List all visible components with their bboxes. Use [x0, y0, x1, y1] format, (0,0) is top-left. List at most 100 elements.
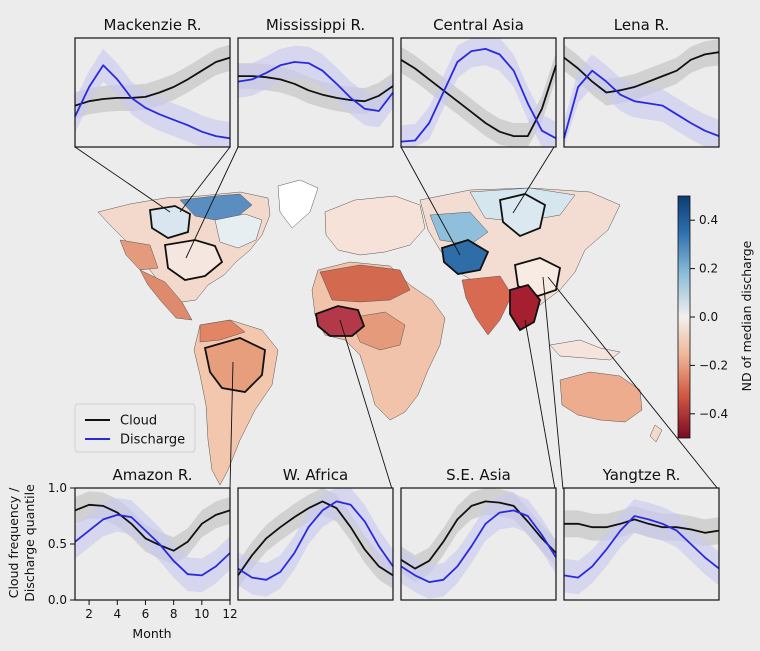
y-axis-label-line2: Discharge quantile: [22, 484, 37, 602]
discharge-uncertainty-band: [238, 488, 393, 597]
discharge-series-line: [563, 69, 720, 139]
panel-yangtze-r: Yangtze R.: [563, 466, 720, 601]
panel-title: Mississippi R.: [266, 16, 365, 34]
connector-lines: [74, 146, 719, 490]
connector-mississippi: [185, 146, 239, 259]
panel-frame: [400, 37, 557, 148]
x-tick-label: 4: [113, 607, 121, 621]
colorbar-tick-label: −0.2: [699, 358, 728, 372]
panel-title: W. Africa: [283, 466, 348, 484]
south-america-north-region: [199, 319, 246, 343]
panel-lena-r: Lena R.: [563, 16, 720, 148]
new-zealand-landmass: [649, 424, 663, 443]
connector-mackenzie-left: [74, 146, 171, 213]
x-tick-label: 2: [85, 607, 93, 621]
mexico-region: [139, 269, 193, 321]
indonesia-islands: [549, 339, 621, 361]
discharge-uncertainty-band: [75, 48, 230, 147]
connector-yangtze-left: [542, 276, 564, 490]
amazon-basin-outline: [203, 337, 266, 393]
panel-title: Yangtze R.: [602, 466, 681, 484]
discharge-uncertainty-band: [401, 38, 556, 147]
panel-frame: [563, 487, 720, 601]
central-asia-basin-outline: [441, 239, 490, 275]
panel-title: Central Asia: [433, 16, 524, 34]
x-tick-label: 8: [170, 607, 178, 621]
legend-cloud-label: Cloud: [120, 414, 157, 429]
y-tick-label: 0.0: [48, 593, 67, 607]
cloud-series-line: [74, 503, 231, 552]
connector-central-asia: [400, 146, 461, 256]
canada-high-discharge-region: [179, 193, 253, 221]
cloud-series-line: [400, 59, 557, 138]
cloud-series-line: [237, 500, 394, 577]
discharge-series-line: [400, 509, 557, 583]
se-asia-basin-outline: [509, 283, 541, 332]
panel-mississippi-r: Mississippi R.: [237, 16, 394, 148]
discharge-series-line: [237, 500, 394, 581]
cloud-series-line: [74, 56, 231, 107]
colorbar: 0.4 0.2 0.0 −0.2 −0.4 ND of median discharge: [677, 195, 754, 439]
cloud-uncertainty-band: [75, 44, 230, 119]
greenland-landmass: [277, 179, 319, 229]
discharge-series-line: [563, 515, 720, 579]
australia-landmass: [559, 371, 643, 423]
cloud-series-line: [238, 75, 394, 103]
y-tick-label: 0.5: [48, 537, 67, 551]
cloud-series-line: [563, 51, 720, 94]
cloud-uncertainty-band: [401, 46, 556, 148]
x-tick-label: 6: [142, 607, 150, 621]
cloud-series-line: [564, 518, 720, 534]
colorbar-ticks: 0.4 0.2 0.0 −0.2 −0.4: [690, 213, 728, 421]
discharge-series-line: [237, 61, 394, 112]
panel-title: Amazon R.: [112, 466, 192, 484]
panel-frame: [237, 487, 394, 601]
central-africa-region: [349, 311, 406, 351]
discharge-series-line: [74, 514, 231, 577]
world-map: [97, 179, 663, 486]
connector-w-africa: [339, 319, 393, 490]
panel-title: Mackenzie R.: [104, 16, 202, 34]
cloud-series-line: [400, 500, 557, 570]
y-tick-label: 1.0: [48, 481, 67, 495]
mississippi-basin-outline: [163, 239, 224, 281]
sahara-region: [319, 264, 411, 303]
india-region: [461, 275, 513, 336]
kazakhstan-region: [429, 211, 489, 246]
panel-frame: [563, 37, 720, 148]
discharge-series-line: [74, 64, 231, 140]
panel-frame: [237, 37, 394, 148]
colorbar-label: ND of median discharge: [739, 240, 754, 391]
discharge-uncertainty-band: [564, 54, 719, 147]
panel-mackenzie-r: Mackenzie R.: [74, 16, 231, 148]
panel-s-e-asia: S.E. Asia: [400, 466, 557, 601]
x-tick-label: 10: [194, 607, 209, 621]
discharge-series-line: [400, 48, 557, 143]
connector-mackenzie-right: [179, 146, 231, 213]
europe-landmass: [324, 195, 426, 256]
connector-amazon: [229, 361, 234, 490]
x-tick-label: 12: [222, 607, 237, 621]
colorbar-gradient: [677, 195, 691, 439]
colorbar-tick-label: −0.4: [699, 407, 728, 421]
colorbar-tick-label: 0.4: [699, 213, 718, 227]
panel-w-africa: W. Africa: [237, 466, 394, 601]
inset-panels: Mackenzie R. Mississippi R. Central Asia Le…: [48, 16, 720, 621]
discharge-uncertainty-band: [75, 498, 230, 593]
mackenzie-basin-outline: [149, 205, 191, 239]
legend: Cloud Discharge: [74, 403, 196, 453]
connector-yangtze-right: [547, 276, 719, 490]
x-axis-label: Month: [132, 626, 171, 641]
panel-title: Lena R.: [614, 16, 669, 34]
discharge-uncertainty-band: [564, 499, 719, 595]
discharge-uncertainty-band: [401, 493, 556, 599]
canada-east-region: [214, 213, 263, 249]
panel-title: S.E. Asia: [446, 466, 511, 484]
panel-frame: [400, 487, 557, 601]
panel-amazon-r: Amazon R. 0.0 0.5 1.0 2 4 6 8 10 12: [48, 466, 238, 621]
panel-frame: [74, 37, 231, 148]
y-axis-label-line1: Cloud frequency /: [6, 487, 21, 598]
discharge-uncertainty-band: [238, 45, 393, 128]
colorbar-tick-label: 0.0: [699, 310, 718, 324]
